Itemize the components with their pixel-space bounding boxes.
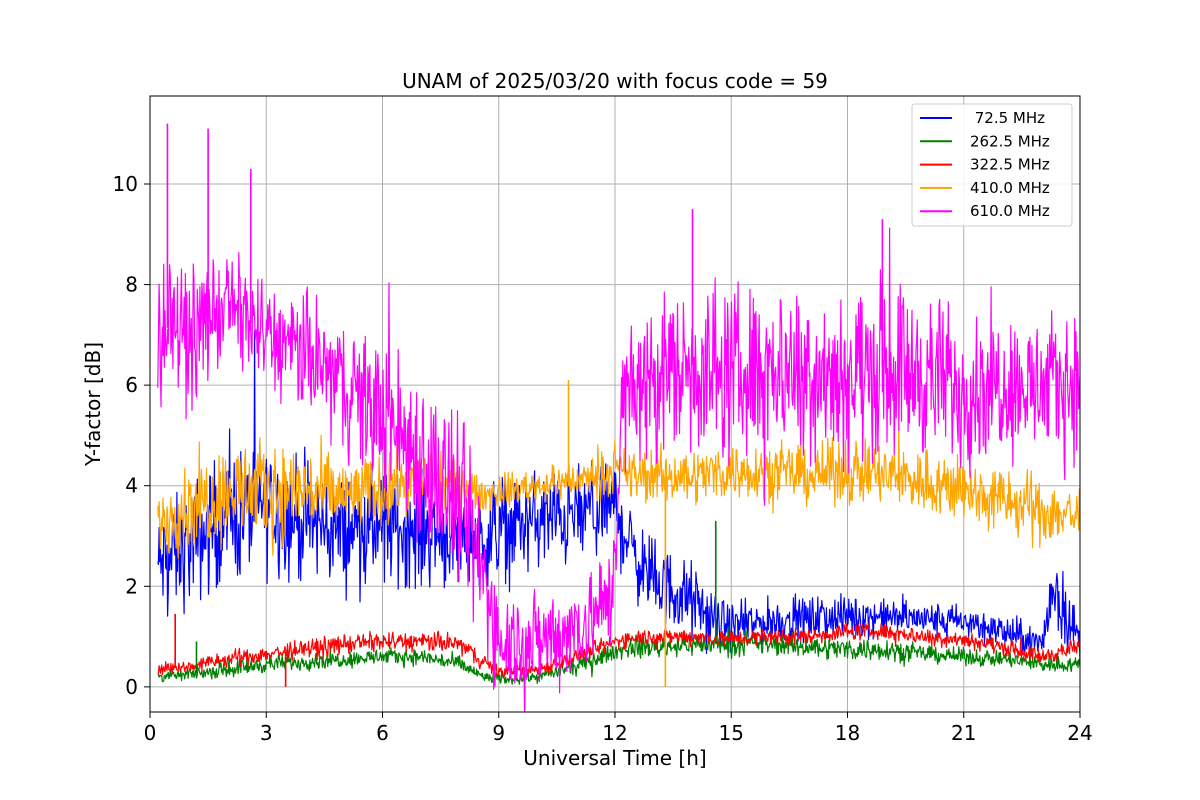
x-tick-label: 9 (492, 721, 505, 745)
legend-label: 72.5 MHz (970, 109, 1045, 127)
x-tick-label: 18 (835, 721, 860, 745)
x-tick-label: 15 (719, 721, 744, 745)
legend-label: 410.0 MHz (970, 179, 1050, 197)
y-axis-label: Y-factor [dB] (81, 342, 105, 467)
x-axis: 0 3 6 9 12 15 18 21 24 (144, 712, 1093, 745)
series-line (157, 419, 1080, 559)
legend-label: 610.0 MHz (970, 202, 1050, 220)
chart-title: UNAM of 2025/03/20 with focus code = 59 (402, 69, 828, 93)
x-axis-label: Universal Time [h] (523, 746, 706, 770)
y-tick-label: 0 (125, 675, 138, 699)
y-tick-label: 6 (125, 373, 138, 397)
x-tick-label: 3 (260, 721, 273, 745)
x-tick-label: 0 (144, 721, 157, 745)
legend: 72.5 MHz 262.5 MHz 322.5 MHz 410.0 MHz 610.0… (911, 103, 1073, 227)
y-axis: 0 2 4 6 8 10 (113, 172, 150, 699)
x-tick-label: 21 (951, 721, 976, 745)
legend-label: 262.5 MHz (970, 132, 1050, 150)
x-tick-label: 6 (376, 721, 389, 745)
x-tick-label: 12 (602, 721, 627, 745)
y-tick-label: 10 (113, 172, 138, 196)
y-tick-label: 4 (125, 474, 138, 498)
y-tick-label: 8 (125, 273, 138, 297)
series-line (157, 626, 1080, 685)
legend-label: 322.5 MHz (970, 156, 1050, 174)
series-line (157, 227, 1080, 712)
x-tick-label: 24 (1067, 721, 1092, 745)
series-line (157, 622, 1080, 679)
y-tick-label: 2 (125, 574, 138, 598)
legend-box (911, 103, 1073, 227)
